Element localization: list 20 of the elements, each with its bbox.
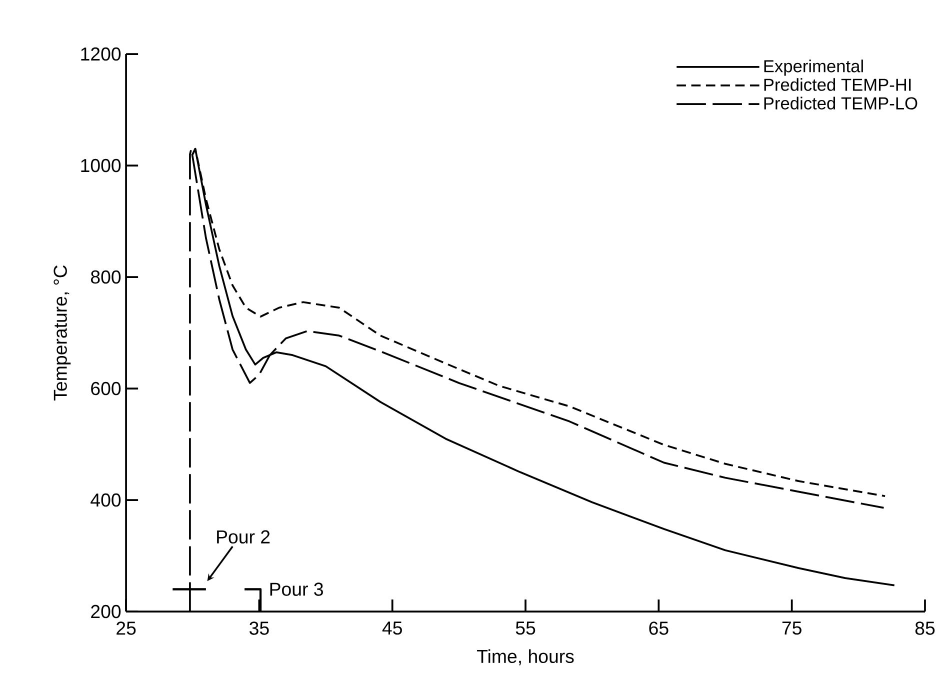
legend-label: Predicted TEMP-HI	[764, 78, 911, 92]
legend-label: Experimental	[764, 60, 863, 76]
y-tick-label: 400	[90, 494, 121, 507]
x-axis-title: Time, hours	[476, 650, 574, 666]
y-tick-label: 1000	[81, 159, 121, 172]
annotation: Pour 2	[217, 530, 270, 544]
annotation: Pour 3	[270, 582, 323, 596]
x-tick-label: 25	[116, 622, 136, 636]
y-tick-label: 1200	[81, 48, 121, 61]
y-tick-label: 600	[91, 382, 121, 396]
y-axis-title: Temperature, °C	[54, 266, 71, 401]
x-tick-label: 35	[250, 622, 269, 636]
x-tick-label: 45	[382, 622, 402, 635]
x-tick-label: 75	[782, 622, 802, 635]
y-tick-label: 800	[90, 270, 121, 284]
legend-label: Predicted TEMP-LO	[764, 96, 918, 110]
y-tick-label: 200	[91, 605, 121, 618]
x-tick-label: 85	[915, 622, 935, 636]
x-tick-label: 55	[516, 622, 536, 635]
x-tick-label: 65	[649, 622, 668, 636]
